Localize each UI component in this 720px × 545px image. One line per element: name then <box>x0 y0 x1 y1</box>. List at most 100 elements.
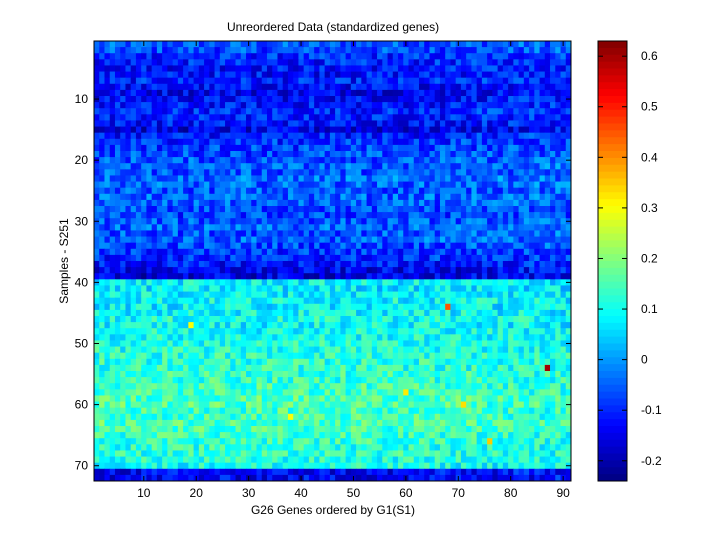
heatmap-cell <box>204 254 210 262</box>
heatmap-cell <box>130 126 137 134</box>
heatmap-cell <box>534 285 540 292</box>
heatmap-cell <box>382 187 388 195</box>
heatmap-cell <box>466 316 472 323</box>
heatmap-cell <box>167 358 174 366</box>
heatmap-cell <box>508 316 514 323</box>
heatmap-cell <box>324 47 331 54</box>
heatmap-cell <box>219 279 226 286</box>
heatmap-cell <box>366 193 373 201</box>
heatmap-cell <box>335 273 341 280</box>
heatmap-cell <box>403 236 409 244</box>
heatmap-cell <box>424 193 430 201</box>
heatmap-cell <box>225 236 231 244</box>
heatmap-cell <box>277 346 284 354</box>
heatmap-cell <box>382 175 388 182</box>
heatmap-cell <box>272 114 278 121</box>
heatmap-cell <box>340 83 346 91</box>
heatmap-cell <box>198 328 205 335</box>
heatmap-cell <box>455 199 462 207</box>
heatmap-cell <box>544 218 551 225</box>
heatmap-cell <box>455 120 462 127</box>
heatmap-cell <box>424 236 430 244</box>
heatmap-cell <box>146 364 153 372</box>
heatmap-cell <box>534 120 540 127</box>
heatmap-cell <box>492 132 499 140</box>
heatmap-cell <box>340 261 346 268</box>
heatmap-cell <box>266 126 273 134</box>
heatmap-cell <box>487 102 493 109</box>
heatmap-cell <box>277 126 284 134</box>
heatmap-cell <box>120 199 126 207</box>
heatmap-cell <box>293 352 299 360</box>
heatmap-cell <box>188 96 194 103</box>
heatmap-cell <box>246 242 252 250</box>
heatmap-cell <box>403 254 409 262</box>
heatmap-cell <box>324 59 331 66</box>
heatmap-cell <box>151 65 158 72</box>
heatmap-cell <box>172 364 179 372</box>
heatmap-cell <box>413 230 420 237</box>
heatmap-cell <box>282 120 289 127</box>
heatmap-cell <box>219 230 226 237</box>
heatmap-cell <box>125 316 132 323</box>
heatmap-cell <box>502 291 509 299</box>
heatmap-cell <box>146 358 153 366</box>
heatmap-cell <box>445 340 451 347</box>
heatmap-cell <box>287 334 294 341</box>
heatmap-cell <box>481 303 488 311</box>
heatmap-cell <box>261 132 268 140</box>
heatmap-cell <box>508 273 514 280</box>
heatmap-cell <box>529 309 535 317</box>
heatmap-cell <box>481 206 488 213</box>
heatmap-cell <box>324 261 331 268</box>
heatmap-cell <box>340 114 346 121</box>
heatmap-cell <box>114 89 121 97</box>
heatmap-cell <box>356 206 362 213</box>
heatmap-cell <box>287 187 294 195</box>
heatmap-cell <box>350 102 357 109</box>
heatmap-cell <box>356 230 362 237</box>
heatmap-cell <box>497 102 504 109</box>
heatmap-cell <box>445 163 451 170</box>
heatmap-cell <box>193 71 200 79</box>
heatmap-cell <box>99 181 105 189</box>
heatmap-cell <box>392 53 399 60</box>
heatmap-cell <box>403 242 409 250</box>
heatmap-cell <box>529 77 535 85</box>
heatmap-cell <box>424 279 430 286</box>
heatmap-cell <box>377 89 383 97</box>
heatmap-cell <box>204 157 210 164</box>
heatmap-cell <box>287 212 294 219</box>
heatmap-cell <box>392 89 399 97</box>
heatmap-cell <box>387 291 394 299</box>
heatmap-cell <box>177 230 184 237</box>
heatmap-cell <box>513 242 519 250</box>
heatmap-cell <box>251 322 257 329</box>
heatmap-cell <box>382 346 388 354</box>
heatmap-cell <box>99 89 105 97</box>
heatmap-cell <box>277 224 284 231</box>
heatmap-cell <box>198 71 205 79</box>
heatmap-cell <box>177 89 184 97</box>
heatmap-cell <box>424 285 430 292</box>
heatmap-cell <box>560 297 567 305</box>
heatmap-cell <box>303 206 310 213</box>
heatmap-cell <box>172 102 179 109</box>
heatmap-cell <box>324 181 331 189</box>
heatmap-cell <box>240 187 247 195</box>
heatmap-cell <box>335 181 341 189</box>
heatmap-cell <box>125 157 132 164</box>
heatmap-cell <box>335 59 341 66</box>
heatmap-cell <box>204 297 210 305</box>
heatmap-cell <box>193 218 200 225</box>
heatmap-cell <box>256 218 263 225</box>
heatmap-cell <box>408 102 415 109</box>
heatmap-cell <box>534 248 540 256</box>
heatmap-cell <box>240 175 247 182</box>
heatmap-cell <box>198 346 205 354</box>
heatmap-cell <box>466 218 472 225</box>
heatmap-cell <box>550 261 556 268</box>
heatmap-cell <box>94 242 100 250</box>
heatmap-cell <box>162 163 168 170</box>
heatmap-cell <box>282 169 289 176</box>
